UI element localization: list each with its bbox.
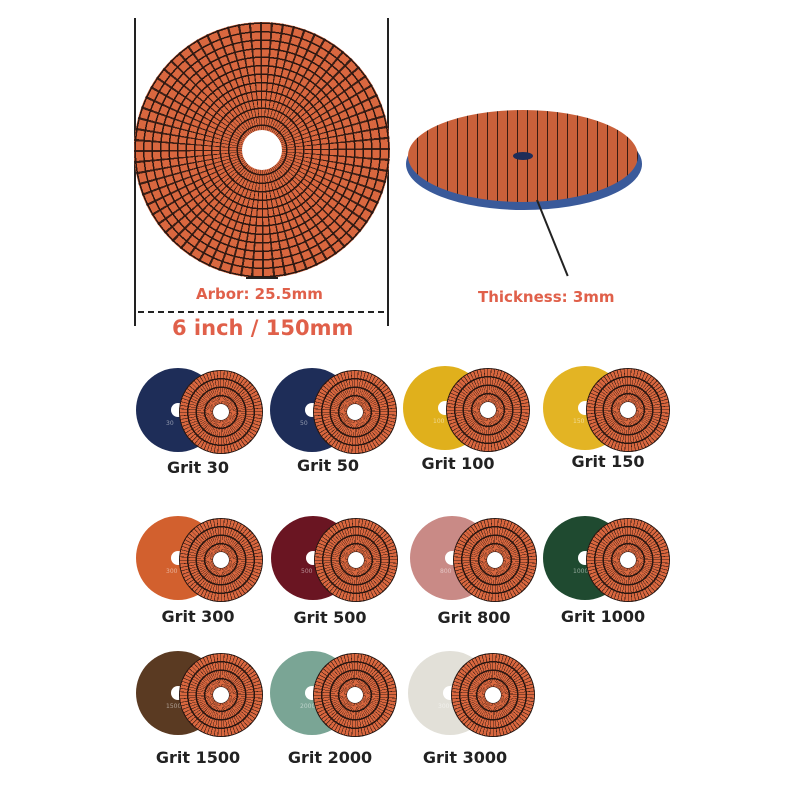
grit-label: Grit 1500	[155, 748, 241, 767]
grit-pad-face	[451, 653, 535, 737]
grit-label: Grit 150	[571, 452, 645, 471]
grit-number: 800	[440, 568, 452, 575]
grit-label: Grit 300	[161, 607, 235, 626]
grit-number: 100	[433, 418, 445, 425]
grit-number: 300	[166, 568, 178, 575]
grit-pad-face	[314, 518, 398, 602]
diameter-label: 6 inch / 150mm	[172, 316, 354, 340]
grit-number: 1500	[166, 703, 182, 710]
thickness-pointer	[536, 199, 569, 277]
grit-label: Grit 3000	[422, 748, 508, 767]
arbor-label: Arbor: 25.5mm	[196, 285, 323, 303]
grit-label: Grit 500	[293, 608, 367, 627]
arbor-arrow	[246, 277, 278, 279]
grit-label: Grit 2000	[287, 748, 373, 767]
grit-number: 3000	[438, 703, 454, 710]
main-pad-face	[134, 22, 390, 278]
grit-pad-face	[446, 368, 530, 452]
diameter-dashed-arrow	[138, 311, 384, 313]
grit-pad-face	[179, 518, 263, 602]
grit-label: Grit 800	[437, 608, 511, 627]
grit-number: 30	[166, 420, 174, 427]
grit-pad-face	[586, 368, 670, 452]
grit-number: 1000	[573, 568, 589, 575]
grit-pad-face	[179, 653, 263, 737]
grit-number: 150	[573, 418, 585, 425]
grit-pad-face	[313, 370, 397, 454]
grit-pad-face	[313, 653, 397, 737]
grit-label: Grit 1000	[560, 607, 646, 626]
grit-number: 2000	[300, 703, 316, 710]
grit-pad-face	[453, 518, 537, 602]
grit-label: Grit 100	[421, 454, 495, 473]
side-pad-face	[408, 110, 638, 202]
grit-pad-face	[586, 518, 670, 602]
grit-pad-face	[179, 370, 263, 454]
grit-number: 500	[301, 568, 313, 575]
grit-label: Grit 30	[167, 458, 229, 477]
grit-number: 50	[300, 420, 308, 427]
thickness-label: Thickness: 3mm	[478, 288, 615, 306]
grit-label: Grit 50	[297, 456, 359, 475]
